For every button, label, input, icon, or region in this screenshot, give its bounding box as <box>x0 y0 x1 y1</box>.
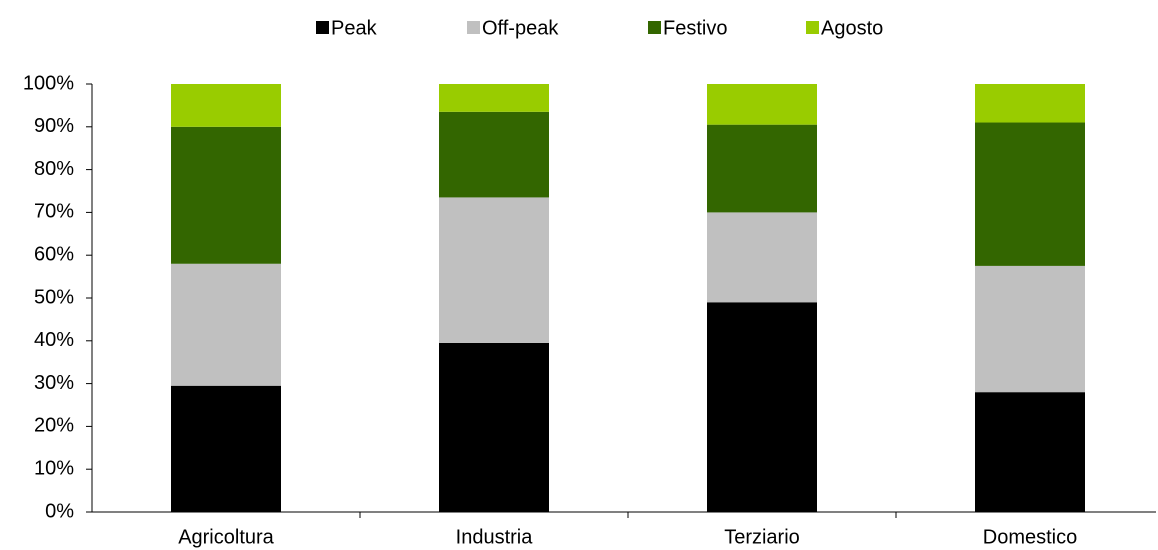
legend-label: Peak <box>331 17 378 39</box>
legend-swatch <box>316 21 329 34</box>
legend-label: Agosto <box>821 17 883 39</box>
bar-segment <box>439 342 549 512</box>
bar-segment <box>707 84 817 125</box>
legend-swatch <box>648 21 661 34</box>
bar-segment <box>171 263 281 386</box>
bar-segment <box>975 265 1085 393</box>
y-tick-label: 90% <box>34 115 74 137</box>
bar-segment <box>439 197 549 343</box>
x-tick-label: Agricoltura <box>178 526 274 548</box>
bar-segment <box>975 122 1085 266</box>
y-tick-label: 30% <box>34 372 74 394</box>
y-tick-label: 10% <box>34 457 74 479</box>
y-tick-label: 40% <box>34 329 74 351</box>
bar-segment <box>707 212 817 303</box>
legend-label: Off-peak <box>482 17 559 39</box>
x-tick-label: Terziario <box>724 526 800 548</box>
bar-segment <box>707 124 817 213</box>
bar-segment <box>439 84 549 112</box>
y-tick-label: 60% <box>34 243 74 265</box>
bar-segment <box>171 385 281 512</box>
y-tick-label: 20% <box>34 415 74 437</box>
y-tick-label: 100% <box>23 72 74 94</box>
legend-swatch <box>467 21 480 34</box>
y-tick-label: 80% <box>34 158 74 180</box>
bar-segment <box>439 111 549 198</box>
y-tick-label: 50% <box>34 286 74 308</box>
y-tick-label: 0% <box>45 500 74 522</box>
bar-segment <box>707 302 817 512</box>
y-tick-label: 70% <box>34 201 74 223</box>
x-tick-label: Industria <box>456 526 534 548</box>
bar-segment <box>171 84 281 127</box>
legend-swatch <box>806 21 819 34</box>
x-tick-label: Domestico <box>983 526 1077 548</box>
bar-segment <box>171 126 281 264</box>
bar-segment <box>975 392 1085 512</box>
legend-label: Festivo <box>663 17 727 39</box>
bar-segment <box>975 84 1085 123</box>
